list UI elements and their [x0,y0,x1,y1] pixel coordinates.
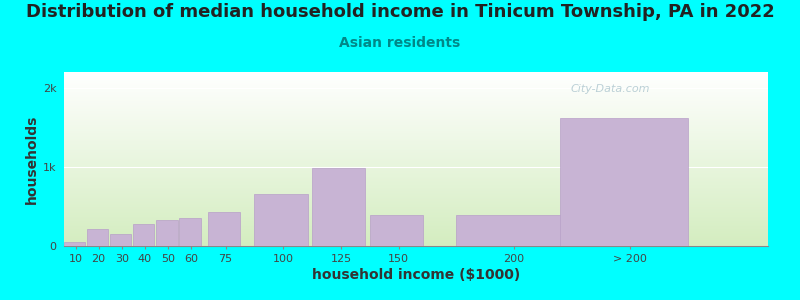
Bar [64,242,86,246]
Bar [370,215,423,246]
Y-axis label: households: households [25,114,38,204]
Bar [110,234,131,246]
Bar [156,220,178,246]
Text: Asian residents: Asian residents [339,36,461,50]
Bar [456,215,562,246]
Text: City-Data.com: City-Data.com [571,84,650,94]
Bar [560,118,688,246]
Bar [254,194,307,246]
Bar [312,169,366,246]
Bar [208,212,240,246]
Text: Distribution of median household income in Tinicum Township, PA in 2022: Distribution of median household income … [26,3,774,21]
X-axis label: household income ($1000): household income ($1000) [312,268,520,282]
Bar [134,224,154,246]
Bar [87,230,108,246]
Bar [179,218,201,246]
